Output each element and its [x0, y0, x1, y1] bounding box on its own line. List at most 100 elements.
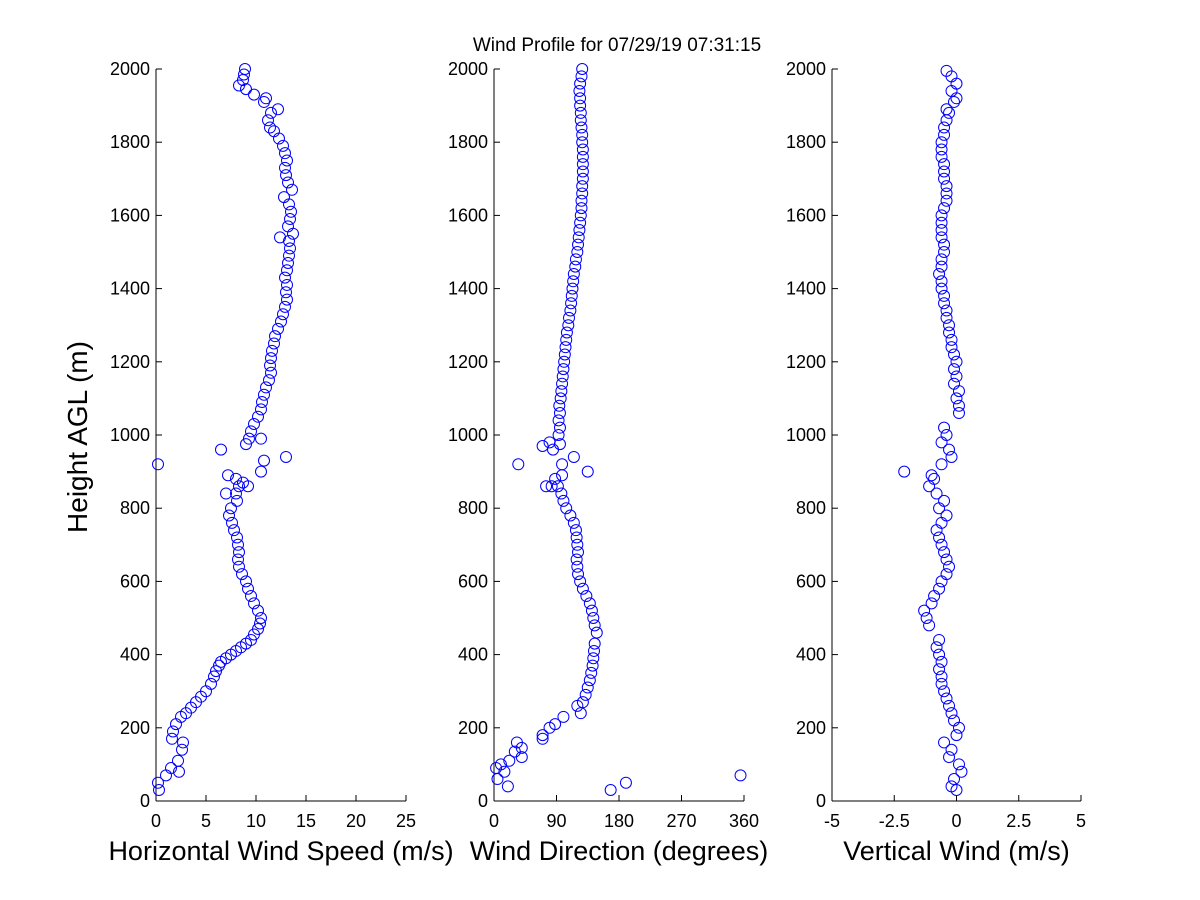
y-axis-label: Height AGL (m)	[62, 341, 93, 533]
data-point	[238, 68, 250, 81]
x-tick-label: 15	[296, 811, 316, 831]
data-point	[540, 480, 553, 493]
y-tick-label: 2000	[110, 59, 150, 79]
y-tick-label: 1400	[786, 279, 826, 299]
data-point	[549, 718, 562, 731]
data-point	[935, 231, 948, 244]
data-point	[279, 147, 291, 160]
data-point	[950, 355, 963, 368]
data-point	[945, 743, 958, 756]
data-point	[938, 165, 951, 178]
data-point	[576, 128, 589, 141]
data-point	[943, 106, 956, 119]
data-point	[952, 399, 965, 412]
data-point	[576, 165, 589, 178]
data-point	[575, 121, 588, 134]
x-tick-label: 5	[1076, 811, 1086, 831]
data-point	[935, 282, 948, 295]
data-point	[950, 729, 963, 742]
data-point	[945, 450, 958, 463]
data-point	[950, 392, 963, 405]
y-tick-label: 0	[816, 791, 826, 811]
data-point	[940, 64, 953, 77]
data-point	[945, 780, 958, 793]
data-point	[933, 663, 946, 676]
data-point	[510, 736, 523, 749]
data-point	[280, 286, 292, 299]
y-tick-label: 1800	[110, 132, 150, 152]
data-point	[570, 553, 583, 566]
y-tick-label: 200	[458, 718, 488, 738]
data-point	[935, 670, 948, 683]
x-axis-label: Horizontal Wind Speed (m/s)	[108, 836, 453, 866]
data-point	[583, 674, 596, 687]
data-point	[940, 194, 953, 207]
data-point	[239, 63, 251, 75]
data-point	[280, 450, 292, 463]
data-point	[265, 106, 277, 119]
data-point	[557, 363, 570, 376]
data-point	[952, 407, 965, 420]
data-point	[563, 311, 575, 324]
data-point	[255, 465, 267, 478]
y-tick-label: 800	[796, 498, 826, 518]
data-point	[536, 729, 549, 742]
y-tick-label: 1000	[110, 425, 150, 445]
data-point	[553, 421, 566, 434]
data-point	[938, 128, 951, 141]
data-point	[935, 209, 948, 222]
data-point	[569, 260, 582, 273]
data-point	[282, 256, 294, 269]
data-point	[940, 429, 953, 441]
data-point	[940, 180, 953, 193]
data-point	[930, 487, 943, 500]
data-point	[560, 502, 573, 515]
y-tick-label: 800	[120, 498, 150, 518]
data-point	[233, 480, 245, 493]
data-point	[572, 238, 585, 251]
data-point	[948, 95, 961, 108]
data-point	[587, 612, 600, 624]
data-point	[573, 224, 586, 237]
data-point	[938, 121, 951, 134]
data-point	[575, 70, 588, 83]
data-point	[576, 63, 589, 75]
data-point	[494, 758, 507, 771]
data-point	[226, 516, 238, 529]
data-point	[240, 83, 252, 96]
data-point	[933, 633, 946, 646]
data-point	[254, 617, 266, 630]
data-point	[586, 659, 599, 672]
data-point	[225, 502, 237, 515]
data-point	[545, 480, 558, 493]
data-point	[938, 246, 951, 258]
data-point	[230, 472, 242, 485]
data-point	[588, 619, 601, 632]
data-point	[552, 414, 565, 427]
data-point	[264, 121, 276, 134]
data-point	[557, 710, 570, 723]
data-point	[930, 641, 943, 654]
data-point	[604, 784, 617, 797]
data-point	[264, 359, 276, 372]
data-point	[943, 326, 956, 339]
data-point	[940, 692, 953, 705]
data-point	[573, 84, 586, 97]
data-point	[281, 278, 293, 291]
data-point	[938, 202, 951, 215]
data-point	[935, 655, 948, 668]
data-point	[256, 396, 268, 409]
data-point	[580, 590, 593, 603]
data-point	[223, 509, 235, 522]
data-point	[585, 604, 598, 617]
data-point	[555, 385, 568, 398]
data-point	[549, 472, 562, 485]
data-point	[581, 681, 594, 694]
data-point	[948, 377, 961, 390]
data-point	[281, 293, 293, 306]
data-point	[576, 158, 589, 171]
data-point	[571, 538, 584, 551]
data-point	[569, 524, 582, 537]
data-point	[943, 699, 956, 712]
